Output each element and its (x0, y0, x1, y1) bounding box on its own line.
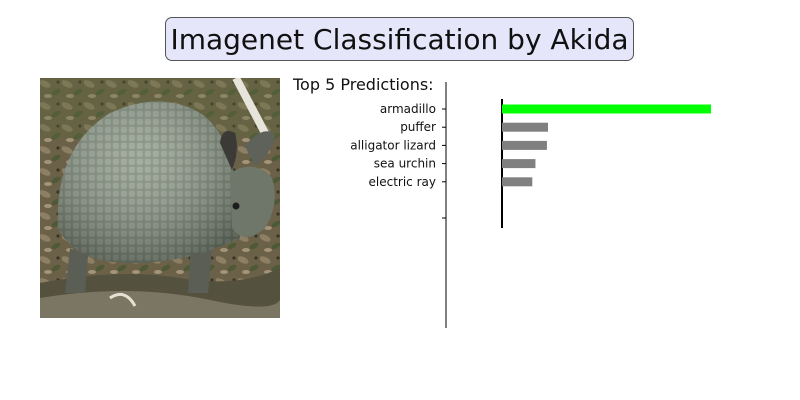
armadillo-photo (40, 78, 280, 318)
prediction-bar (502, 104, 711, 114)
prediction-bar (502, 140, 547, 150)
prediction-bar (502, 159, 536, 169)
category-label: armadillo (380, 102, 436, 116)
category-label: alligator lizard (350, 138, 436, 152)
prediction-bar (502, 122, 548, 132)
category-label: sea urchin (374, 157, 436, 171)
prediction-bar (502, 177, 533, 187)
figure-title: Imagenet Classification by Akida (165, 17, 634, 61)
category-label: electric ray (369, 175, 436, 189)
chart-title: Top 5 Predictions: (293, 75, 434, 94)
category-label: puffer (400, 120, 436, 134)
